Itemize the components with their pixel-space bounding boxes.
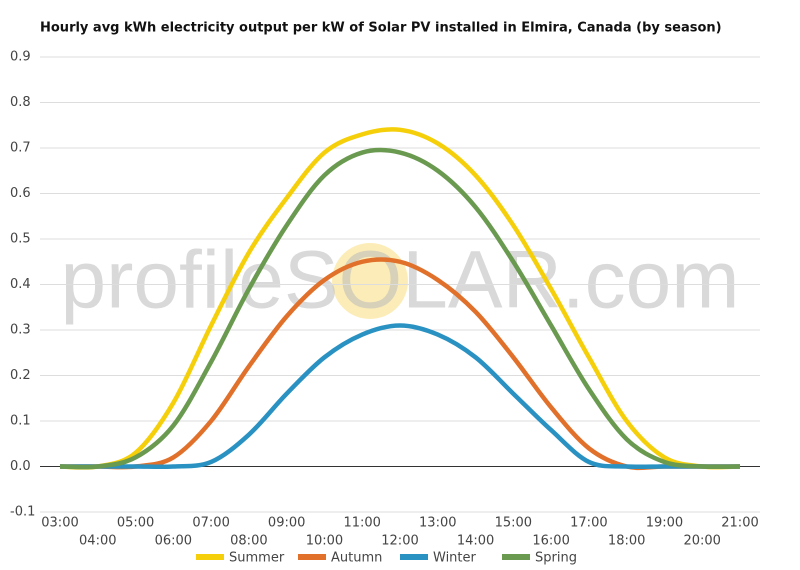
x-tick-label: 06:00 [155, 534, 192, 549]
x-tick-label: 21:00 [721, 516, 758, 531]
x-tick-label: 14:00 [457, 534, 494, 549]
y-tick-label: 0.9 [10, 50, 31, 65]
y-tick-label: -0.1 [10, 505, 35, 520]
x-tick-label: 18:00 [608, 534, 645, 549]
y-tick-label: 0.3 [10, 323, 31, 338]
x-tick-label: 05:00 [117, 516, 154, 531]
legend-swatch [502, 554, 530, 560]
watermark: profileSOLAR.com [60, 235, 739, 326]
x-tick-label: 15:00 [495, 516, 532, 531]
series-line [59, 127, 741, 470]
x-tick-label: 04:00 [79, 534, 116, 549]
chart-title: Hourly avg kWh electricity output per kW… [40, 21, 722, 36]
series-line [60, 323, 740, 470]
y-tick-label: 0.7 [10, 141, 31, 156]
series-line [59, 147, 741, 470]
x-tick-label: 11:00 [343, 516, 380, 531]
y-tick-label: 0.6 [10, 186, 31, 201]
y-tick-label: 0.0 [10, 459, 31, 474]
y-tick-label: 0.8 [10, 95, 31, 110]
legend-label: Winter [433, 551, 477, 566]
legend-swatch [298, 554, 326, 560]
legend-label: Spring [535, 551, 577, 566]
x-tick-label: 17:00 [570, 516, 607, 531]
legend-swatch [196, 554, 224, 560]
x-tick-label: 10:00 [306, 534, 343, 549]
legend-label: Autumn [331, 551, 382, 566]
x-tick-label: 03:00 [41, 516, 78, 531]
x-tick-label: 19:00 [646, 516, 683, 531]
legend-swatch [400, 554, 428, 560]
y-tick-label: 0.1 [10, 414, 31, 429]
y-tick-label: 0.4 [10, 277, 31, 292]
x-tick-label: 16:00 [532, 534, 569, 549]
x-tick-label: 12:00 [381, 534, 418, 549]
legend-label: Summer [229, 551, 285, 566]
x-tick-label: 13:00 [419, 516, 456, 531]
x-tick-label: 20:00 [683, 534, 720, 549]
x-tick-label: 07:00 [192, 516, 229, 531]
x-tick-label: 08:00 [230, 534, 267, 549]
x-tick-label: 09:00 [268, 516, 305, 531]
y-tick-label: 0.5 [10, 232, 31, 247]
y-tick-label: 0.2 [10, 368, 31, 383]
